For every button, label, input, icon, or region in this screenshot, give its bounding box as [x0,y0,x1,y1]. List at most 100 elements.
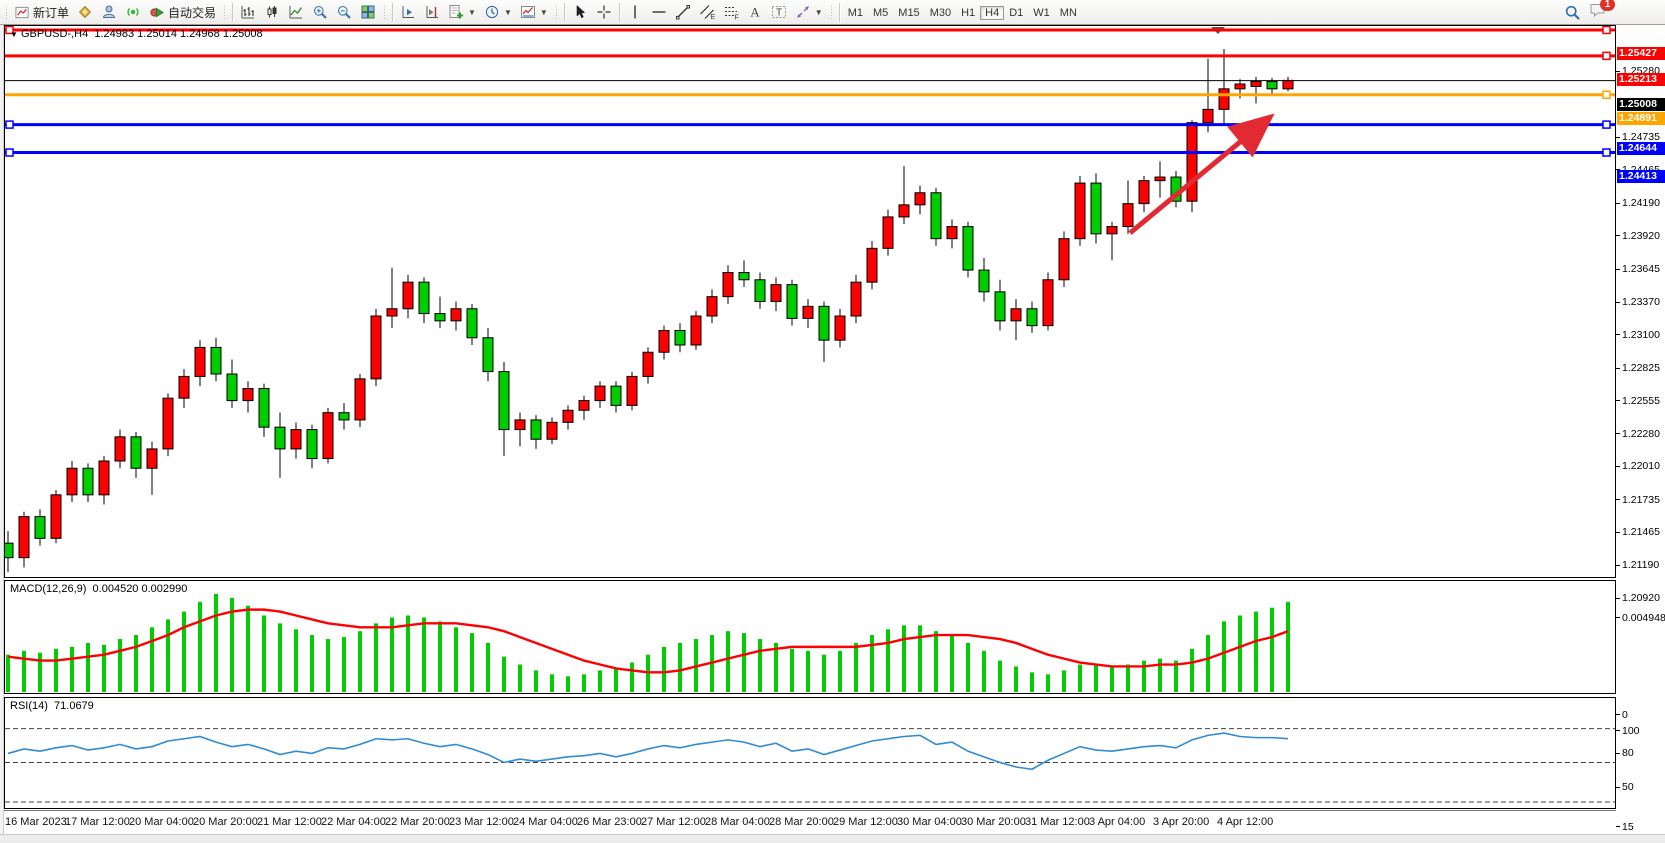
macd-histogram-bar [1094,664,1098,692]
candle-body [1234,83,1246,90]
text-label-tool-button[interactable]: T [767,1,791,24]
fibonacci-tool-button[interactable]: F [719,1,743,24]
line-handle[interactable] [5,148,14,157]
line-handle[interactable] [1602,26,1611,35]
arrows-tool-button[interactable]: ▼ [791,1,827,24]
zoom-out-button[interactable] [332,1,356,24]
macd-histogram-bar [1270,607,1274,692]
timeframe-d1[interactable]: D1 [1009,7,1024,19]
macd-histogram-bar [1190,648,1194,692]
zoom-out-icon [338,6,351,19]
candle-body [5,542,14,559]
candlestick-chart-button[interactable] [260,1,284,24]
toolbar-grip[interactable] [4,3,9,21]
timeframe-m30[interactable]: M30 [929,7,952,19]
candle-body [178,375,190,399]
macd-histogram-bar [966,642,970,692]
timeframe-mn[interactable]: MN [1059,7,1077,19]
trend-arrow-annotation[interactable] [1128,113,1275,235]
rsi-pane[interactable] [4,697,1616,809]
macd-histogram-bar [726,631,730,692]
separator [838,2,840,22]
cursor-tool-button[interactable] [568,1,592,24]
candle-body [738,272,750,281]
new-order-button[interactable]: 新订单 [11,1,73,24]
crosshair-tool-button[interactable] [592,1,616,24]
macd-histogram-bar [374,623,378,692]
line-handle[interactable] [1602,51,1611,61]
candle-body [306,429,318,460]
price-tick-label: 1.21465 [1616,526,1660,538]
text-tool-button[interactable]: A [743,1,767,24]
macd-histogram-bar [1238,615,1242,692]
line-chart-button[interactable] [284,1,308,24]
time-axis-label: 26 Mar 23:00 [577,816,642,828]
price-pane[interactable] [4,25,1616,578]
candle-body [658,330,670,353]
symbol-dropdown-icon[interactable]: ▼ [10,30,18,39]
candle-body [834,315,846,341]
periods-button[interactable]: ▼ [480,1,516,24]
timeframe-h1[interactable]: H1 [961,7,976,19]
toolbar-grip[interactable] [553,3,559,21]
indicators-button[interactable]: ▼ [444,1,480,24]
separator [392,2,394,22]
candle-body [258,388,270,428]
line-chart-icon [289,6,303,19]
macd-histogram-bar [390,617,394,692]
line-handle[interactable] [5,26,14,35]
toolbar-grip[interactable] [222,3,228,21]
metaeditor-button[interactable] [73,1,97,24]
rsi-plot [5,728,1615,803]
dropdown-caret-icon: ▼ [503,7,512,17]
macd-histogram-bar [614,668,618,692]
candle-body [930,192,942,240]
horizontal-line-tool-button[interactable] [647,1,671,24]
rsi-line [7,732,1289,771]
timeframe-m5[interactable]: M5 [873,7,889,19]
toolbar-grip[interactable] [382,3,388,21]
autotrading-icon [150,7,164,18]
horizontal-line-icon [652,11,666,13]
trendline-tool-button[interactable] [671,1,695,24]
price-tick-label: 1.23370 [1616,296,1660,308]
auto-scroll-button[interactable] [396,1,420,24]
vertical-line-tool-button[interactable] [623,1,647,24]
macd-pane[interactable] [4,580,1616,694]
line-handle[interactable] [1602,120,1611,129]
trendline-icon [675,5,690,20]
price-axis[interactable]: 1.252801.247351.244651.241901.239201.236… [1616,25,1665,834]
text-tool-icon: A [750,5,760,20]
macd-histogram-bar [1110,666,1114,692]
timeframe-m1[interactable]: M1 [847,7,863,19]
templates-button[interactable]: ▼ [516,1,552,24]
candle-body [1282,79,1294,90]
expert-advisors-button[interactable] [97,1,121,24]
line-handle[interactable] [1602,148,1611,157]
tile-windows-button[interactable] [356,1,380,24]
equidistant-channel-tool-button[interactable]: E [695,1,719,24]
price-tick-label: 1.22825 [1616,362,1660,374]
macd-histogram-bar [182,611,186,692]
zoom-in-button[interactable] [308,1,332,24]
candle-body [770,284,782,303]
timeframe-h4[interactable]: H4 [980,6,1005,20]
macd-histogram-bar [470,633,474,692]
time-axis[interactable]: 16 Mar 2023 17 Mar 12:00 20 Mar 04:00 20 Ma… [4,810,1616,835]
autotrading-button[interactable]: 自动交易 [145,1,220,24]
timeframe-m15[interactable]: M15 [898,7,920,19]
chart-shift-button[interactable] [420,1,444,24]
search-icon[interactable] [1564,4,1581,21]
signals-button[interactable] [121,1,145,24]
time-axis-label: 20 Mar 04:00 [129,816,194,828]
macd-histogram-bar [982,650,986,692]
macd-histogram-bar [38,652,42,692]
notifications-button[interactable]: 1 [1589,0,1615,23]
new-order-label: 新订单 [33,5,70,20]
bar-chart-button[interactable] [236,1,260,24]
line-handle[interactable] [1602,90,1611,100]
line-handle[interactable] [5,120,14,129]
toolbar-grip[interactable] [828,3,834,21]
fibonacci-icon: F [724,7,739,20]
timeframe-w1[interactable]: W1 [1033,7,1050,19]
